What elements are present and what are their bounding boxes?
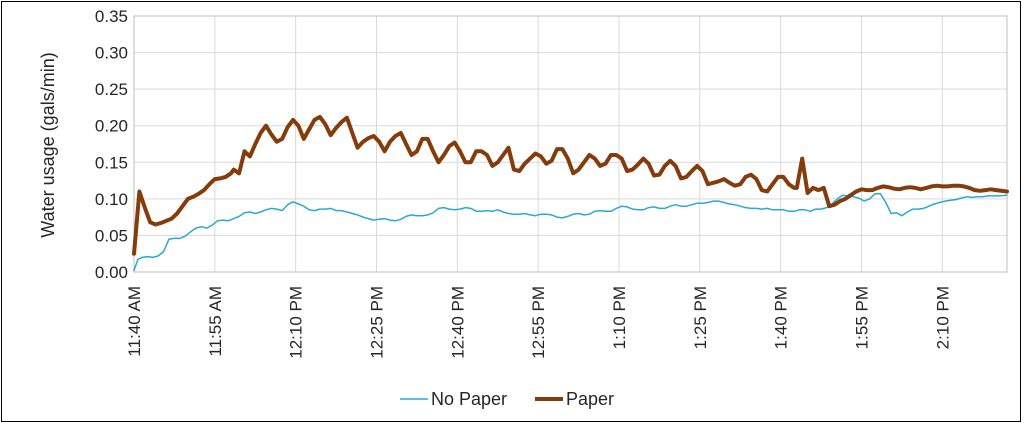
y-tick-label: 0.25 <box>95 80 128 99</box>
y-tick-label: 0.20 <box>95 117 128 136</box>
x-tick-label: 1:10 PM <box>610 286 629 349</box>
plot-area <box>133 15 1008 273</box>
y-tick-label: 0.15 <box>95 153 128 172</box>
grid <box>133 15 1007 273</box>
x-tick-label: 12:10 PM <box>287 286 306 359</box>
x-tick-label: 12:25 PM <box>368 286 387 359</box>
y-tick-label: 0.05 <box>95 226 128 245</box>
x-tick-label: 1:55 PM <box>853 286 872 349</box>
y-tick-label: 0.10 <box>95 190 128 209</box>
legend-label-no-paper: No Paper <box>431 389 507 409</box>
series-layer <box>132 114 1009 272</box>
y-tick-label: 0.30 <box>95 44 128 63</box>
x-tick-label: 11:40 AM <box>125 286 144 357</box>
y-axis-ticks: 0.00 0.05 0.10 0.15 0.20 0.25 0.30 0.35 <box>95 7 128 282</box>
y-axis-title: Water usage (gals/min) <box>38 52 58 237</box>
x-axis-ticks: 11:40 AM 11:55 AM 12:10 PM 12:25 PM 12:40 PM… <box>125 286 952 359</box>
x-tick-label: 1:25 PM <box>691 286 710 349</box>
x-tick-label: 2:10 PM <box>933 286 952 349</box>
x-tick-label: 1:40 PM <box>772 286 791 349</box>
x-tick-label: 12:40 PM <box>448 286 467 359</box>
legend-label-paper: Paper <box>566 389 614 409</box>
legend: No Paper Paper <box>400 389 614 409</box>
series-line-paper <box>132 114 1009 256</box>
x-tick-label: 11:55 AM <box>206 286 225 357</box>
plot-border <box>133 15 1008 273</box>
x-tick-label: 12:55 PM <box>529 286 548 359</box>
y-tick-label: 0.35 <box>95 7 128 26</box>
y-tick-label: 0.00 <box>95 263 128 282</box>
series-line-no-paper <box>133 192 1008 272</box>
